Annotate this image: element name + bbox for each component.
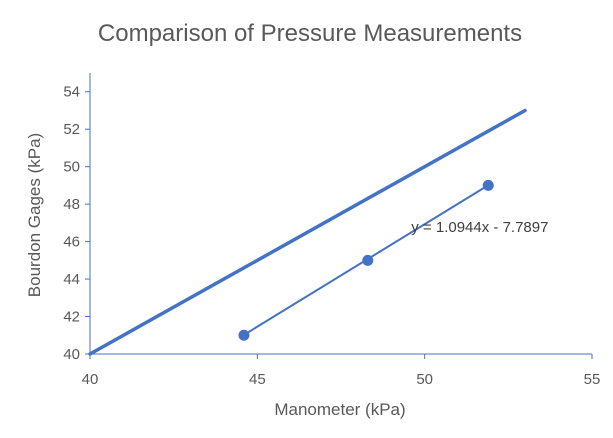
x-tick-label: 40 xyxy=(82,371,99,388)
y-tick-label: 42 xyxy=(63,309,80,326)
data-point xyxy=(238,329,250,341)
axes-group: 40 42 44 46 48 50 52 54 40 45 50 55 xyxy=(63,73,600,388)
y-tick-label: 54 xyxy=(63,84,80,101)
x-tick-label: 45 xyxy=(249,371,266,388)
trendline-equation-label: y = 1.0944x - 7.7897 xyxy=(411,219,548,236)
data-point xyxy=(362,254,374,266)
x-tick-label: 50 xyxy=(416,371,433,388)
chart-title: Comparison of Pressure Measurements xyxy=(98,20,522,47)
y-tick-label: 52 xyxy=(63,121,80,138)
y-tick-label: 40 xyxy=(63,346,80,363)
x-tick-label: 55 xyxy=(584,371,601,388)
y-axis-title: Bourdon Gages (kPa) xyxy=(25,133,44,297)
y-tick-label: 48 xyxy=(63,196,80,213)
y-tick-label: 44 xyxy=(63,271,80,288)
y-tick-label: 46 xyxy=(63,234,80,251)
series-layer xyxy=(88,108,527,356)
y-tick-label: 50 xyxy=(63,159,80,176)
x-axis-title: Manometer (kPa) xyxy=(274,400,405,419)
reference-line xyxy=(88,108,527,356)
data-point xyxy=(482,179,494,191)
